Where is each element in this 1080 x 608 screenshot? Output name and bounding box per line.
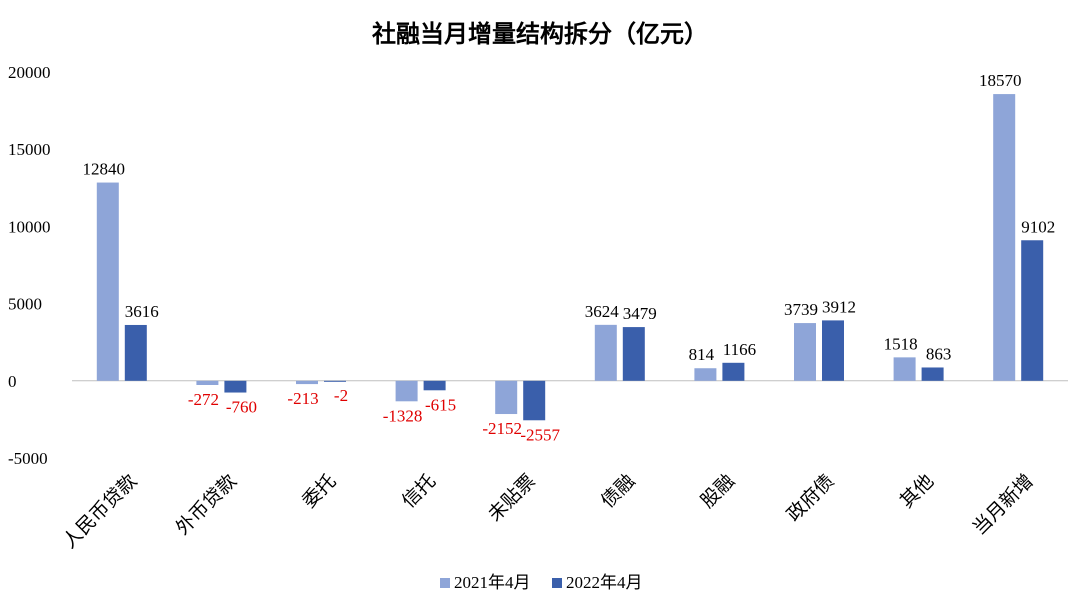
data-label: 814 [689,345,715,364]
bar-s1 [395,380,418,402]
y-tick-label: 10000 [8,217,51,236]
data-label: 1518 [884,334,918,353]
data-label: 3624 [585,302,620,321]
data-label: 18570 [979,71,1022,90]
legend-swatch [440,578,450,588]
category-label: 未贴票 [484,470,540,526]
data-label: -2 [334,386,348,405]
data-label: 3479 [623,304,657,323]
legend-swatch [552,578,562,588]
data-label: -2557 [520,425,560,444]
data-label: -213 [287,389,318,408]
data-label: -272 [188,390,219,409]
y-axis: 20000 15000 10000 5000 0 -5000 [8,63,51,468]
bar-s1 [296,380,318,385]
data-label: 863 [926,344,952,363]
bar-s1 [196,380,219,385]
y-tick-label: 0 [8,372,17,391]
bar-s2 [224,380,247,393]
bar-s1 [893,357,916,381]
category-label: 人民币贷款 [59,470,142,553]
data-label: 1166 [723,340,756,359]
data-label: -760 [226,398,257,417]
bar-s2 [921,367,944,381]
data-label: -2152 [482,419,522,438]
chart-title: 社融当月增量结构拆分（亿元） [372,20,708,48]
y-tick-label: 15000 [8,140,51,159]
data-label: -1328 [383,406,423,425]
bar-s1 [495,380,518,415]
bar-s1 [594,324,617,381]
bar-s2 [722,362,745,381]
bar-s1 [96,182,119,381]
data-label: 3616 [125,302,159,321]
bars-group [96,94,1044,421]
bar-s2 [423,380,446,391]
category-label: 委托 [298,470,340,512]
y-tick-label: 20000 [8,63,51,82]
bar-s2 [822,320,844,381]
legend-label: 2021年4月 [454,573,531,592]
legend-label: 2022年4月 [566,573,643,592]
bar-s2 [622,327,645,381]
category-label: 其他 [896,470,938,512]
bar-s2 [324,380,346,382]
category-label: 股融 [696,470,738,512]
data-labels-group: 12840 3616 -272 -760 -213 -2 -1328-615 -2152-25… [83,71,1056,444]
bar-s2 [1021,240,1044,381]
data-label: 12840 [83,160,126,179]
y-tick-label: -5000 [8,449,48,468]
bar-s1 [993,94,1016,381]
category-label: 政府债 [783,470,839,526]
data-label: -615 [425,395,456,414]
legend: 2021年4月 2022年4月 [440,573,643,592]
category-label: 信托 [398,470,440,512]
category-label: 当月新增 [968,470,1037,539]
bar-s1 [794,323,816,381]
data-label: 3912 [822,297,856,316]
category-label: 债融 [597,470,639,512]
category-label: 外币贷款 [172,470,241,539]
data-label: 3739 [784,300,818,319]
bar-s2 [523,380,546,421]
y-tick-label: 5000 [8,295,42,314]
data-label: 9102 [1021,217,1055,236]
x-axis: 人民币贷款 外币贷款 委托 信托 未贴票 债融 股融 政府债 其他 当月新增 [59,470,1038,553]
bar-s2 [124,324,147,381]
bar-s1 [694,368,717,381]
